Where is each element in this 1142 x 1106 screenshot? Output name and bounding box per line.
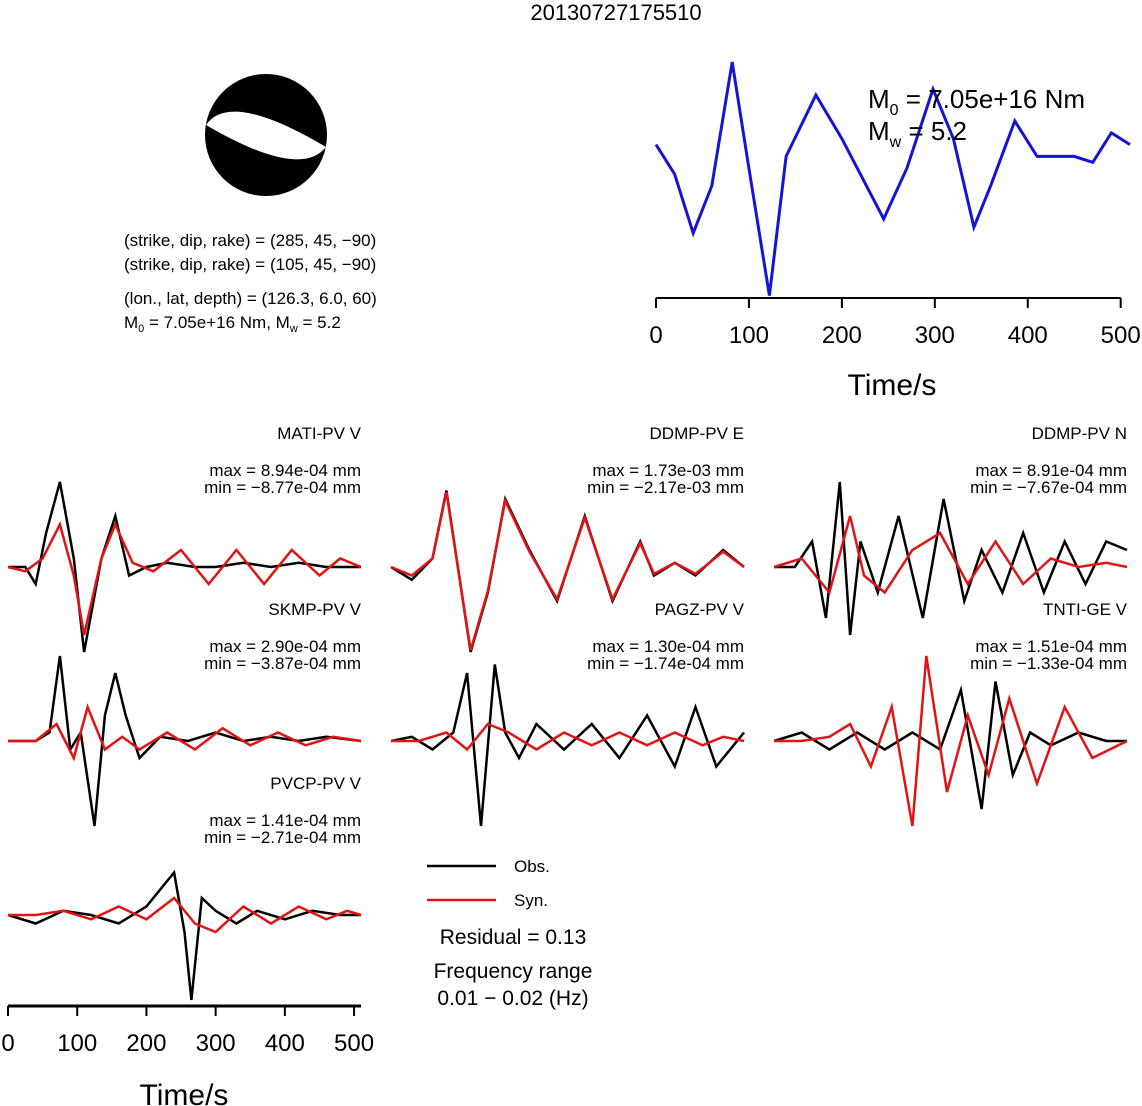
- legend-obs-label: Obs.: [514, 857, 550, 876]
- observed-trace: [8, 655, 362, 827]
- synthetic-trace: [391, 722, 745, 752]
- station-label: TNTI-GE V: [1043, 600, 1128, 619]
- station-max: max = 1.41e-04 mm: [209, 811, 361, 830]
- stf-curve: [654, 61, 1131, 296]
- waveform-tick-label: 300: [196, 1030, 236, 1057]
- station-label: DDMP-PV N: [1032, 424, 1127, 443]
- beachball-icon: [205, 74, 327, 196]
- stf-x-axis: 0 100 200 300 400 500: [649, 297, 1141, 349]
- stf-tick-label: 100: [729, 322, 769, 349]
- observed-trace: [390, 664, 745, 827]
- station-min: min = −7.67e-04 mm: [970, 478, 1127, 497]
- station-max: max = 2.90e-04 mm: [209, 637, 361, 656]
- station-max: max = 8.94e-04 mm: [209, 461, 361, 480]
- station-label: SKMP-PV V: [268, 600, 361, 619]
- station-label: DDMP-PV E: [650, 424, 744, 443]
- moment-line: M0 = 7.05e+16 Nm, Mw = 5.2: [124, 313, 341, 335]
- station-label: MATI-PV V: [277, 424, 361, 443]
- waveform-tick-label: 400: [265, 1030, 305, 1057]
- frequency-range-value: 0.01 − 0.02 (Hz): [437, 987, 588, 1010]
- station-min: min = −2.71e-04 mm: [204, 828, 361, 847]
- nodal-plane-1: (strike, dip, rake) = (285, 45, −90): [124, 231, 376, 250]
- station-min: min = −8.77e-04 mm: [204, 478, 361, 497]
- synthetic-trace: [390, 491, 745, 651]
- stf-tick-label: 400: [1008, 322, 1048, 349]
- station-min: min = −2.17e-03 mm: [587, 478, 744, 497]
- synthetic-trace: [8, 703, 362, 762]
- frequency-range-label: Frequency range: [434, 960, 593, 983]
- waveform-tick-label: 500: [334, 1030, 374, 1057]
- station-min: min = −1.33e-04 mm: [970, 654, 1127, 673]
- waveform-tick-label: 0: [1, 1030, 14, 1057]
- residual: Residual = 0.13: [440, 926, 587, 949]
- legend-syn-label: Syn.: [514, 891, 548, 910]
- location: (lon., lat, depth) = (126.3, 6.0, 60): [124, 289, 377, 308]
- synthetic-trace: [774, 655, 1128, 827]
- synthetic-trace: [7, 521, 362, 636]
- stf-m0-annotation: M0 = 7.05e+16 Nm: [868, 84, 1085, 119]
- waveform-tick-label: 100: [57, 1030, 97, 1057]
- observed-trace: [8, 481, 361, 653]
- waveform-x-label: Time/s: [140, 1079, 229, 1106]
- synthetic-trace: [8, 896, 362, 934]
- observed-trace: [773, 681, 1127, 810]
- legend: Obs. Syn. Residual = 0.13 Frequency rang…: [427, 857, 592, 1010]
- stf-x-label: Time/s: [848, 369, 937, 402]
- synthetic-trace: [773, 515, 1128, 596]
- station-label: PVCP-PV V: [270, 774, 361, 793]
- station-max: max = 1.73e-03 mm: [592, 461, 744, 480]
- stf-tick-label: 500: [1101, 322, 1141, 349]
- station-min: min = −1.74e-04 mm: [587, 654, 744, 673]
- event-title: 20130727175510: [530, 0, 701, 25]
- waveform-tick-label: 200: [126, 1030, 166, 1057]
- nodal-plane-2: (strike, dip, rake) = (105, 45, −90): [124, 255, 376, 274]
- stf-tick-label: 0: [649, 322, 662, 349]
- station-max: max = 8.91e-04 mm: [975, 461, 1127, 480]
- stf-tick-label: 200: [822, 322, 862, 349]
- stf-tick-label: 300: [915, 322, 955, 349]
- stf-mw-annotation: Mw = 5.2: [868, 116, 967, 151]
- station-min: min = −3.87e-04 mm: [204, 654, 361, 673]
- station-max: max = 1.51e-04 mm: [975, 637, 1127, 656]
- station-max: max = 1.30e-04 mm: [592, 637, 744, 656]
- waveform-x-axis: 0 100 200 300 400 500: [1, 1004, 374, 1057]
- observed-trace: [774, 481, 1128, 636]
- observed-trace: [7, 869, 361, 1001]
- mechanism-info: (strike, dip, rake) = (285, 45, −90) (st…: [124, 231, 377, 335]
- stf-plot: 0 100 200 300 400 500 Time/s M0 = 7.05e+16 Nm…: [649, 61, 1141, 402]
- station-label: PAGZ-PV V: [655, 600, 745, 619]
